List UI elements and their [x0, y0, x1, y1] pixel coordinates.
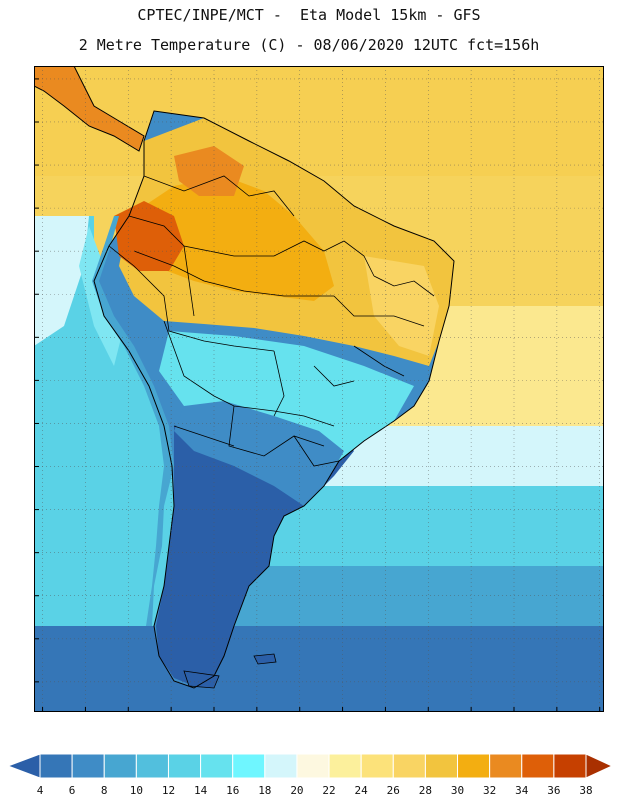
color-legend: 4 6 8 10 12 14 16 18 20 22 24 26 28 30 32 34 36 38 — [6, 753, 614, 797]
legend-swatch — [457, 753, 491, 779]
legend-swatch — [39, 753, 73, 779]
legend-arrow-low — [6, 753, 41, 779]
legend-label: 34 — [515, 784, 529, 797]
ocean-subtropical-north — [34, 66, 604, 176]
pacific-cool-tongue — [34, 216, 184, 626]
legend-label: 8 — [101, 784, 108, 797]
legend-swatch — [360, 753, 394, 779]
legend-swatch — [71, 753, 105, 779]
legend-label: 36 — [547, 784, 560, 797]
legend-label: 38 — [579, 784, 592, 797]
legend-swatch — [167, 753, 202, 779]
legend-arrow-high — [585, 753, 614, 779]
pacific-mild-band — [34, 216, 89, 346]
legend-swatch — [328, 753, 362, 779]
legend-swatch — [521, 753, 555, 779]
country-borders — [108, 175, 435, 467]
legend-label: 4 — [37, 784, 44, 797]
falkland-islands — [253, 653, 277, 665]
legend-label: 28 — [419, 784, 432, 797]
legend-label: 10 — [130, 784, 143, 797]
ocean-colder — [34, 626, 604, 712]
legend-swatch — [489, 753, 523, 779]
legend-label: 22 — [322, 784, 335, 797]
central-america-land — [34, 66, 144, 151]
map-gridlines — [34, 66, 604, 712]
legend-swatch — [232, 753, 266, 779]
legend-label: 30 — [451, 784, 464, 797]
legend-swatch — [424, 753, 459, 779]
legend-label: 20 — [290, 784, 303, 797]
south-america-coastline — [93, 110, 455, 689]
legend-swatch — [200, 753, 234, 779]
land-warm-east — [364, 256, 439, 356]
legend-swatch — [296, 753, 330, 779]
map-frame — [34, 66, 604, 712]
legend-label: 32 — [483, 784, 496, 797]
legend-swatch — [264, 753, 298, 779]
legend-swatch — [103, 753, 137, 779]
legend-label: 18 — [258, 784, 271, 797]
central-america-coastline — [34, 66, 145, 152]
map-title: CPTEC/INPE/MCT - Eta Model 15km - GFS — [137, 6, 481, 24]
legend-label: 6 — [69, 784, 76, 797]
tierra-del-fuego — [183, 670, 220, 689]
land-mild-belt — [159, 331, 414, 486]
legend-label: 12 — [162, 784, 175, 797]
legend-label: 26 — [387, 784, 400, 797]
legend-swatch — [135, 753, 169, 779]
land-hot-amazon — [129, 176, 334, 301]
land-hottest-core — [114, 201, 184, 271]
land-hot-north — [174, 146, 244, 196]
land-cool-belt — [174, 401, 344, 506]
temperature-map: 15N10N5NEQ5S10S15S20S25S30S35S40S45S50S5… — [34, 66, 604, 712]
legend-label: 24 — [355, 784, 369, 797]
legend-swatch — [553, 753, 587, 779]
map-subtitle: 2 Metre Temperature (C) - 08/06/2020 12U… — [78, 36, 540, 54]
longitude-labels: 85W80W75W70W65W60W55W50W45W40W35W30W25W2… — [42, 707, 601, 712]
andes-cold-strip — [92, 216, 174, 626]
legend-label: 14 — [194, 784, 208, 797]
legend-swatch — [392, 753, 426, 779]
legend-label: 16 — [226, 784, 239, 797]
latitude-labels: 15N10N5NEQ5S10S15S20S25S30S35S40S45S50S5… — [34, 78, 39, 683]
